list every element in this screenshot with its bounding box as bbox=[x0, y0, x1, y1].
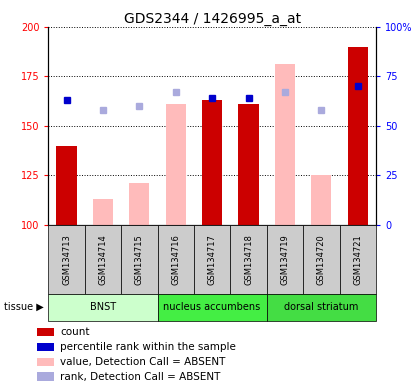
Bar bbox=[267, 225, 303, 294]
Title: GDS2344 / 1426995_a_at: GDS2344 / 1426995_a_at bbox=[123, 12, 301, 26]
Bar bbox=[93, 199, 113, 225]
Bar bbox=[165, 104, 186, 225]
Bar bbox=[129, 183, 150, 225]
Bar bbox=[275, 65, 295, 225]
Text: GSM134715: GSM134715 bbox=[135, 234, 144, 285]
Text: dorsal striatum: dorsal striatum bbox=[284, 302, 359, 312]
Bar bbox=[158, 225, 194, 294]
Text: nucleus accumbens: nucleus accumbens bbox=[163, 302, 261, 312]
Bar bbox=[194, 225, 230, 294]
Text: GSM134717: GSM134717 bbox=[207, 234, 217, 285]
Bar bbox=[230, 225, 267, 294]
Bar bbox=[311, 175, 331, 225]
Bar bbox=[37, 358, 55, 366]
Bar bbox=[37, 328, 55, 336]
Bar bbox=[303, 225, 339, 294]
Bar bbox=[37, 343, 55, 351]
Text: BNST: BNST bbox=[90, 302, 116, 312]
Bar bbox=[37, 372, 55, 381]
Text: value, Detection Call = ABSENT: value, Detection Call = ABSENT bbox=[60, 357, 226, 367]
Text: percentile rank within the sample: percentile rank within the sample bbox=[60, 342, 236, 352]
Bar bbox=[85, 225, 121, 294]
Bar bbox=[48, 294, 158, 321]
Bar bbox=[121, 225, 158, 294]
Text: GSM134718: GSM134718 bbox=[244, 234, 253, 285]
Text: GSM134713: GSM134713 bbox=[62, 234, 71, 285]
Text: GSM134714: GSM134714 bbox=[98, 234, 108, 285]
Bar bbox=[339, 225, 376, 294]
Text: GSM134716: GSM134716 bbox=[171, 234, 180, 285]
Bar bbox=[57, 146, 76, 225]
Bar bbox=[267, 294, 376, 321]
Text: tissue ▶: tissue ▶ bbox=[4, 302, 44, 312]
Text: rank, Detection Call = ABSENT: rank, Detection Call = ABSENT bbox=[60, 372, 220, 382]
Text: GSM134721: GSM134721 bbox=[353, 234, 362, 285]
Bar bbox=[48, 225, 85, 294]
Text: count: count bbox=[60, 327, 89, 337]
Bar bbox=[239, 104, 259, 225]
Text: GSM134719: GSM134719 bbox=[281, 234, 289, 285]
Text: GSM134720: GSM134720 bbox=[317, 234, 326, 285]
Bar bbox=[158, 294, 267, 321]
Bar bbox=[348, 47, 368, 225]
Bar bbox=[202, 100, 222, 225]
